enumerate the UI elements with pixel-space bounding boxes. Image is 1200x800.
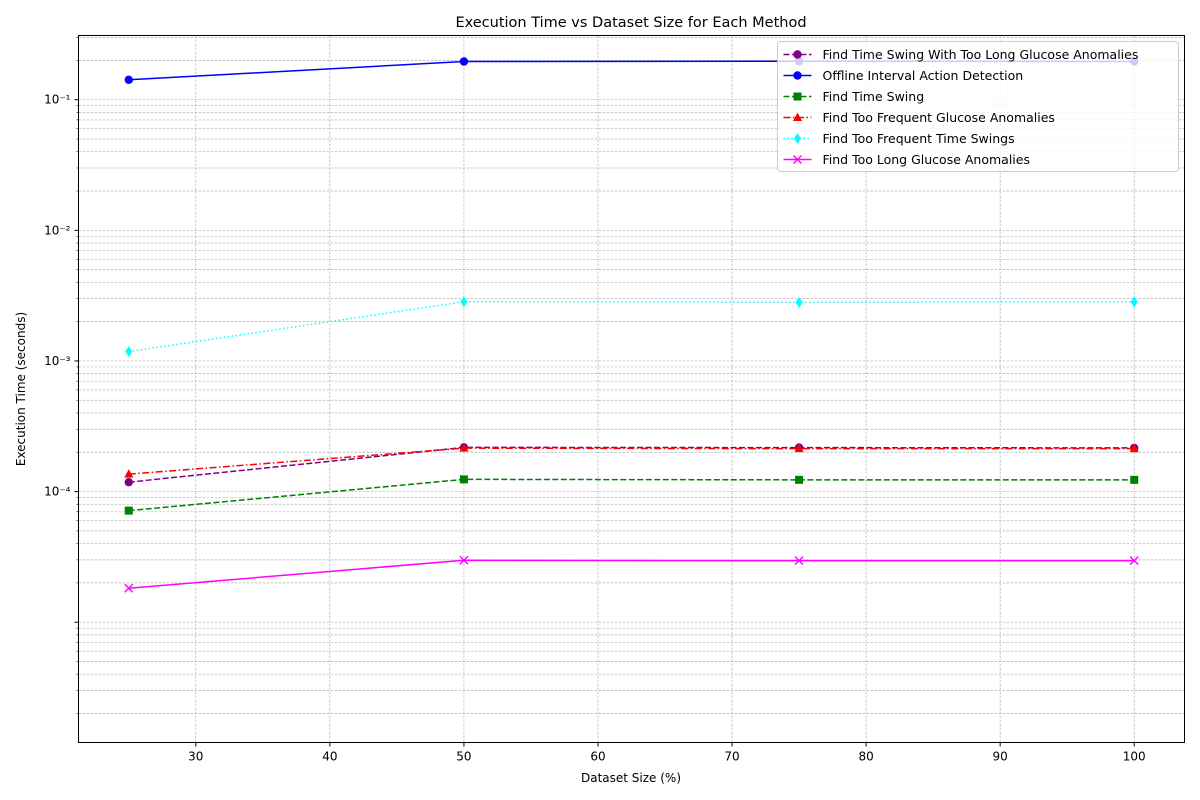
y-tick-label: 10⁻² [44,223,71,237]
x-axis-label: Dataset Size (%) [581,771,681,785]
legend-label: Find Too Frequent Glucose Anomalies [823,110,1055,125]
axis-ticks: 30 40 50 60 70 80 90 100 10⁻¹ 10⁻² 10⁻³ 10⁻⁴ [44,37,1146,764]
legend-item: Find Too Frequent Time Swings [783,131,1015,146]
x-tick-label: 50 [456,750,471,764]
x-tick-label: 30 [188,750,203,764]
legend-label: Find Time Swing [823,89,925,104]
series-3 [124,475,1139,515]
data-point [124,506,133,515]
legend-item: Find Too Long Glucose Anomalies [783,152,1030,167]
data-point [124,477,133,487]
data-point [459,555,469,565]
data-point [124,75,133,84]
data-point [124,583,134,593]
legend-marker [793,92,802,101]
series-6 [124,555,1139,593]
y-tick-label: 10⁻⁴ [44,485,71,499]
legend-label: Offline Interval Action Detection [823,68,1024,83]
legend-label: Find Too Long Glucose Anomalies [823,152,1030,167]
legend-item: Offline Interval Action Detection [783,68,1024,83]
series-4 [124,443,1139,478]
legend-marker [793,71,802,80]
legend-marker [793,112,802,121]
series-line [128,300,1135,353]
plot-series [124,57,1139,593]
data-point [1129,556,1139,566]
legend: Find Time Swing With Too Long Glucose An… [777,41,1179,172]
y-tick-label: 10⁻¹ [44,93,71,107]
x-tick-label: 100 [1123,750,1146,764]
data-point [125,346,133,358]
data-point [459,443,469,452]
data-point [1129,443,1139,453]
data-point [794,443,804,453]
legend-marker [793,155,802,164]
data-point [1130,296,1138,308]
legend-label: Find Too Frequent Time Swings [823,131,1015,146]
legend-item: Find Time Swing [783,89,925,104]
legend-box [777,41,1179,172]
series-5 [125,296,1138,358]
series-line [128,559,1135,589]
data-point [124,469,134,478]
y-axis-label: Execution Time (seconds) [14,312,28,466]
data-point [795,296,803,308]
series-line [128,447,1135,475]
data-point [794,556,804,566]
x-tick-label: 60 [590,750,605,764]
data-point [460,296,468,308]
x-tick-label: 90 [993,750,1008,764]
chart-title: Execution Time vs Dataset Size for Each … [455,15,806,31]
data-point [459,57,469,66]
x-tick-label: 40 [322,750,337,764]
data-point [459,475,468,484]
series-line [128,478,1135,512]
x-tick-label: 80 [858,750,873,764]
data-point [795,475,804,484]
legend-item: Find Too Frequent Glucose Anomalies [783,110,1055,125]
y-tick-label: 10⁻³ [44,354,71,368]
data-point [1130,475,1139,484]
legend-marker [793,50,802,59]
x-tick-label: 70 [724,750,739,764]
legend-label: Find Time Swing With Too Long Glucose An… [823,47,1139,62]
series-line [128,446,1135,483]
legend-item: Find Time Swing With Too Long Glucose An… [783,47,1139,62]
plot-frame [78,35,1185,743]
legend-marker [794,133,801,144]
